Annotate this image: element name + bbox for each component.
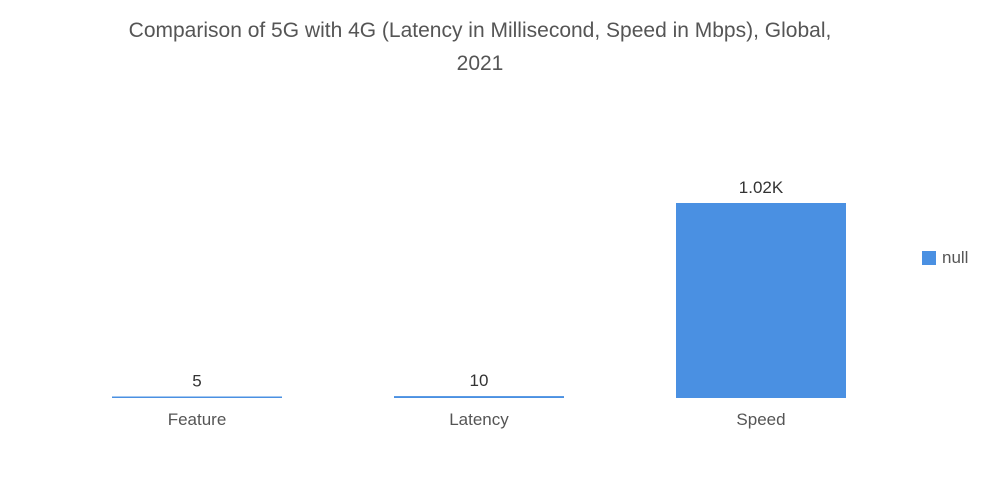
chart-title-line-1: Comparison of 5G with 4G (Latency in Mil… [128, 19, 832, 42]
bar-latency [394, 396, 564, 398]
legend: null [922, 248, 968, 268]
data-label-feature: 5 [192, 372, 201, 391]
x-tick-label-latency: Latency [449, 410, 509, 429]
x-tick-label-feature: Feature [168, 410, 227, 429]
bar-speed [676, 203, 846, 398]
x-tick-label-speed: Speed [736, 410, 785, 429]
data-label-latency: 10 [470, 371, 489, 390]
bar-feature [112, 396, 282, 398]
legend-swatch [922, 251, 936, 265]
chart-title: Comparison of 5G with 4G (Latency in Mil… [0, 14, 960, 80]
chart-title-line-2: 2021 [456, 52, 504, 75]
legend-label: null [942, 248, 969, 267]
data-label-speed: 1.02K [739, 178, 784, 197]
